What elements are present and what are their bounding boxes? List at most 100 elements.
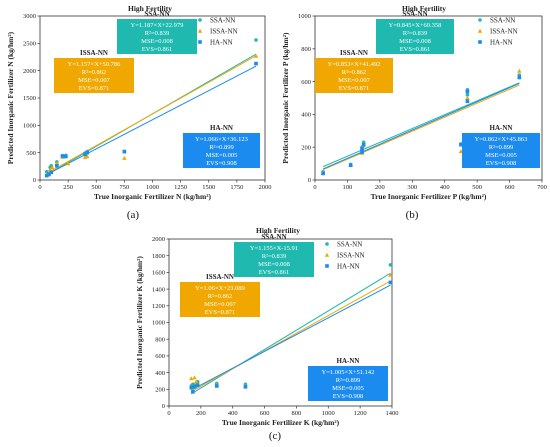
y-tick-label: 2500 (23, 41, 36, 48)
data-point-ha-nn (60, 154, 65, 158)
fit-line-ha-nn (191, 284, 391, 391)
data-point-ha-nn (192, 384, 197, 389)
data-point-ha-nn (465, 89, 470, 94)
data-point-ha-nn (361, 142, 366, 147)
metric-box-line: R²=0.839 (403, 30, 428, 37)
y-tick-label: 600 (301, 79, 311, 86)
metric-box-bg (376, 19, 454, 54)
metric-box-line: Y=1.187×X+22.979 (131, 22, 184, 29)
x-tick-label: 750 (120, 184, 130, 191)
metric-box-line: Y=1.155×X-15.91 (250, 245, 298, 252)
legend-label: HA-NN (337, 263, 360, 271)
metric-box-line: MSE=0.007 (78, 77, 110, 84)
data-point-ha-nn (360, 147, 364, 151)
data-point-issa-nn (50, 165, 55, 170)
metric-box-title: SSA-NN (144, 10, 169, 18)
metric-box-line: EVS=0.908 (333, 393, 364, 400)
metric-box-line: Y=1.06×X+23.089 (195, 285, 245, 292)
data-point-ha-nn (321, 171, 325, 176)
fit-line-issa-nn (191, 280, 391, 393)
x-tick-label: 200 (375, 184, 385, 191)
chart-title: High Fertility (402, 4, 446, 13)
data-point-ssa-nn (44, 170, 49, 174)
chart-panel-2: 0 100 200 300 400 500 600 700 0 200 400 600 800 1000 T… (281, 4, 547, 221)
data-point-ha-nn (189, 385, 194, 390)
data-point-issa-nn (54, 160, 60, 165)
legend-label: ISSA-NN (490, 28, 518, 36)
data-point-issa-nn (193, 379, 199, 384)
x-tick-label: 300 (407, 184, 417, 191)
chart-panel-3: 0 200 400 600 800 1000 1200 1400 0 200 400 600 800 10… (135, 226, 399, 442)
y-tick-label: 400 (155, 370, 165, 377)
y-tick-label: 0 (162, 403, 165, 410)
data-point-ha-nn (214, 384, 219, 388)
legend-marker-issa (197, 28, 203, 33)
legend-label: ISSA-NN (210, 28, 238, 36)
legend-label: SSA-NN (490, 17, 515, 25)
data-point-ha-nn (254, 61, 258, 66)
y-tick-label: 0 (308, 177, 311, 184)
legend-label: ISSA-NN (337, 252, 365, 260)
data-point-issa-nn (122, 155, 127, 160)
metric-box-bg (117, 19, 197, 54)
x-axis-label: True Inorganic Fertilizer K (kg/hm²) (222, 418, 340, 427)
legend: SSA-NN ISSA-NN HA-NN (477, 17, 518, 47)
metric-box-line: EVS=0.861 (259, 269, 290, 276)
metric-box-line: EVS=0.871 (79, 85, 110, 92)
metric-box-line: Y=0.853×X+41.492 (328, 61, 381, 68)
legend-label: HA-NN (490, 39, 513, 47)
legend-marker-ssa (478, 18, 482, 22)
metric-box-line: R²=0.899 (489, 144, 514, 151)
y-tick-label: 1000 (23, 123, 36, 130)
x-axis-label: True Inorganic Fertilizer P (kg/hm²) (371, 192, 487, 201)
legend-marker-ha (198, 40, 202, 44)
metric-box-bg (234, 242, 314, 277)
x-tick-label: 600 (260, 410, 270, 417)
legend-label: HA-NN (210, 39, 233, 47)
metric-box-line: MSE=0.005 (485, 152, 517, 159)
fit-line-ha-nn (46, 65, 257, 175)
metric-box-line: Y=0.862×X+45.863 (475, 136, 528, 143)
legend: SSA-NN ISSA-NN HA-NN (324, 241, 365, 271)
panel-label: (a) (127, 209, 140, 221)
metric-box-line: MSE=0.007 (204, 301, 236, 308)
legend-marker-issa (324, 252, 330, 257)
data-point-ha-nn (55, 163, 59, 168)
data-point-ha-nn (47, 172, 51, 177)
metric-box-bg (462, 133, 540, 168)
metric-box-line: EVS=0.871 (339, 85, 370, 92)
data-point-ha-nn (243, 384, 248, 389)
data-point-issa-nn (85, 154, 90, 159)
legend-marker-ha (325, 264, 329, 268)
y-tick-label: 1000 (298, 13, 311, 20)
data-point-issa-nn (192, 375, 197, 380)
metric-box-issa-nn: ISSA-NN Y=0.853×X+41.492R²=0.862MSE=0.007… (315, 49, 393, 93)
x-tick-label: 0 (38, 184, 41, 191)
y-tick-label: 1200 (152, 303, 165, 310)
metric-box-line: EVS=0.861 (400, 46, 431, 53)
x-tick-label: 250 (63, 184, 73, 191)
metric-box-ha-nn: HA-NN Y=0.862×X+45.863R²=0.899MSE=0.005EV… (462, 124, 540, 168)
data-point-issa-nn (517, 68, 522, 73)
data-point-issa-nn (65, 161, 71, 166)
fit-line-ha-nn (322, 82, 520, 170)
x-axis-label: True Inorganic Fertilizer N (kg/hm²) (94, 192, 211, 201)
x-tick-label: 0 (167, 410, 170, 417)
data-point-ha-nn (49, 170, 54, 175)
fit-line-issa-nn (46, 55, 257, 174)
metric-box-line: R²=0.839 (145, 30, 170, 37)
data-point-ssa-nn (465, 92, 470, 97)
x-tick-label: 100 (343, 184, 353, 191)
metric-box-ha-nn: HA-NN Y=1.066×X+36.123R²=0.899MSE=0.005EV… (183, 124, 260, 168)
metric-box-line: R²=0.862 (342, 69, 367, 76)
y-tick-label: 600 (155, 353, 165, 360)
legend-marker-ha (478, 40, 482, 44)
x-tick-label: 600 (505, 184, 515, 191)
metric-box-title: HA-NN (210, 124, 233, 132)
metric-box-line: Y=0.845×X+60.358 (389, 22, 442, 29)
data-point-ssa-nn (254, 38, 258, 42)
panel-label: (b) (406, 209, 419, 221)
x-tick-label: 200 (196, 410, 206, 417)
x-tick-label: 1400 (386, 410, 399, 417)
